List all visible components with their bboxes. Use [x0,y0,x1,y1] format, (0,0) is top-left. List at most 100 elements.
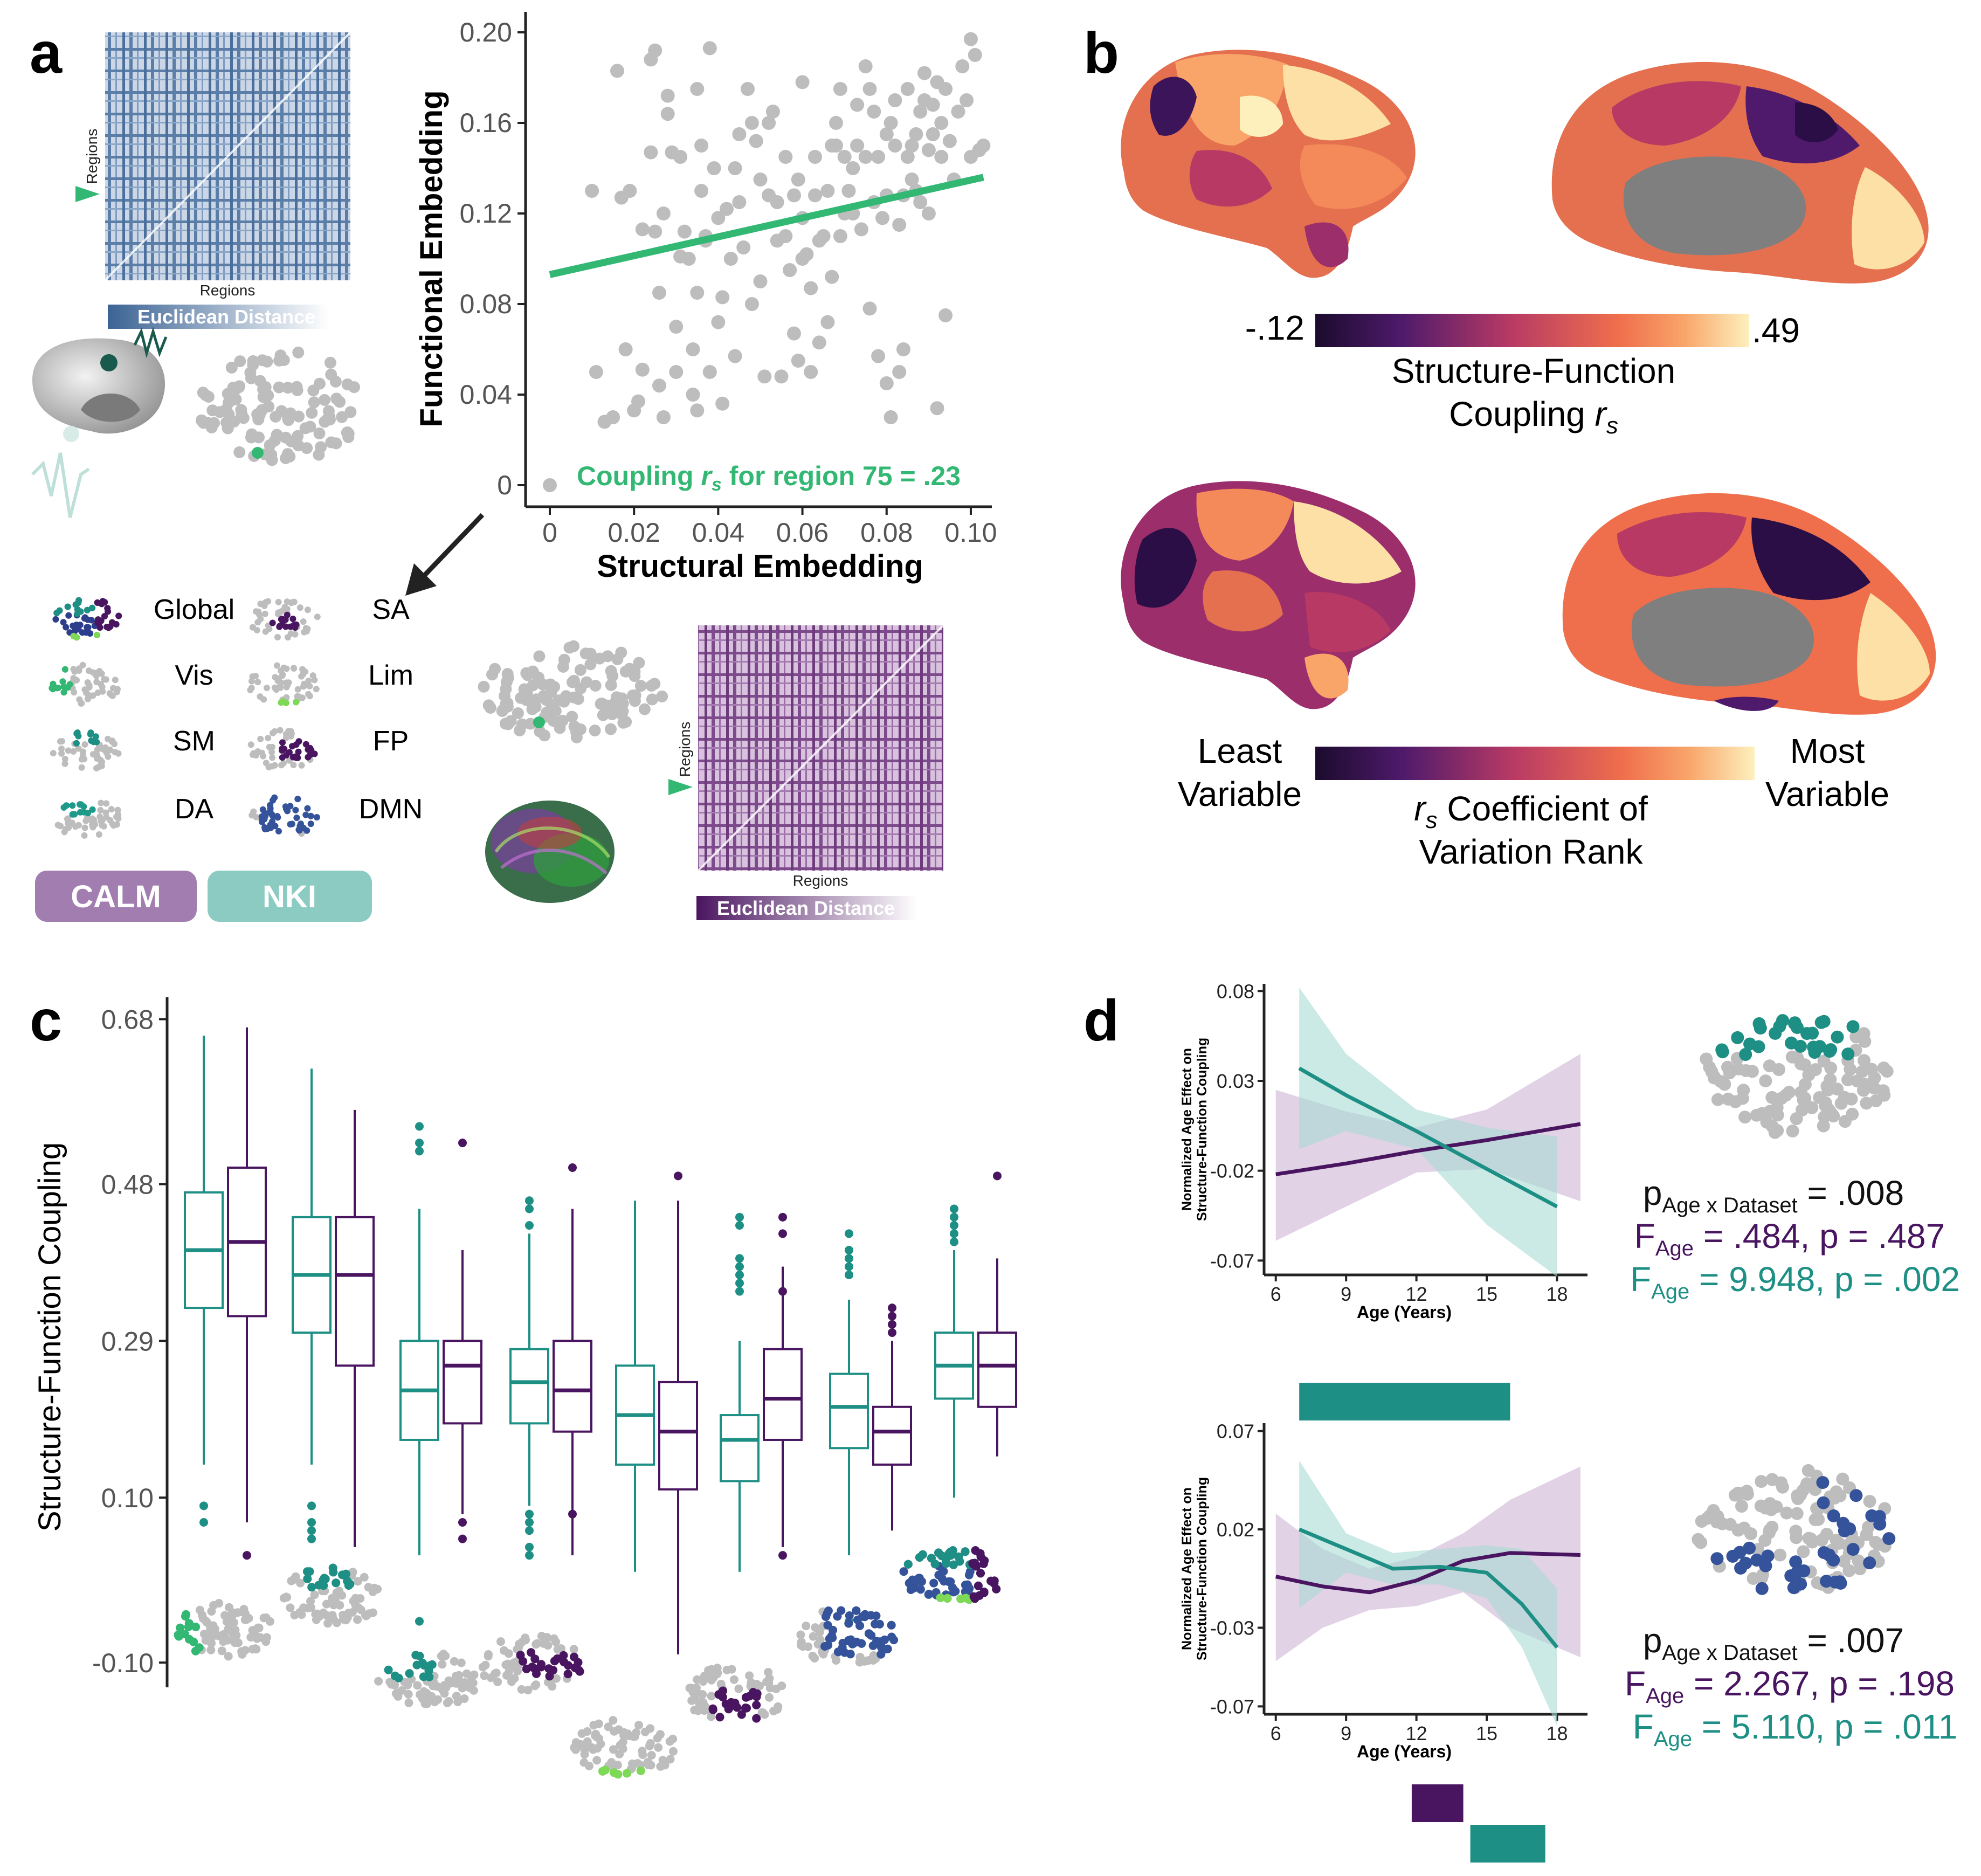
scatter-point [862,82,877,96]
box-brain-network-dot [822,1612,830,1621]
mini-brain-dot [252,673,259,680]
mini-brain-dot [296,693,302,700]
box-outlier [950,1237,958,1246]
scatter-point [644,145,658,160]
scatter-point [921,143,936,157]
box-brain-dot [707,1670,716,1679]
panel-letter-a: a [30,20,63,85]
scatter-point [686,342,700,356]
box-brain-dot [542,1633,551,1642]
box-brain-network-dot [992,1584,1001,1594]
scatter-ytick-label: 0.08 [460,289,512,319]
cluster-dot [292,430,304,442]
box-brain-network-dot [961,1547,970,1556]
d-brain-dot [1694,1536,1708,1549]
scatter-point [964,32,978,46]
box-brain-network-dot [968,1559,977,1568]
box-outlier [845,1246,853,1255]
box-brain-network-dot [852,1606,861,1615]
scatter-point [917,66,931,80]
network-dot [305,754,312,761]
colorbar-coupling-label-2: Coupling rs [1449,395,1618,439]
age-top-ylabel: Normalized Age Effect onStructure-Functi… [1179,1038,1210,1221]
box-brain-dot [240,1646,250,1655]
box-brain-dot [238,1608,247,1617]
d-brain-dot [1841,1073,1854,1087]
network-dot [54,685,61,691]
scatter-point [837,150,852,164]
cluster-dot [486,668,498,681]
scatter-xtick-label: 0.02 [608,518,660,548]
d-brain-dot [1780,1506,1793,1520]
box-outlier [415,1139,424,1148]
network-dot [89,806,96,813]
box-brain-dot [504,1649,513,1658]
scatter-point [879,127,894,141]
cluster-dot [315,441,327,453]
scatter-point [690,82,705,96]
box-brain-network-dot [825,1634,834,1643]
box-outlier [950,1212,958,1222]
box-brain-dot [353,1615,362,1624]
d-brain-dot [1805,1535,1819,1549]
mini-brain-dot [81,832,88,839]
box-brain-network-dot [965,1567,975,1576]
scatter-point [976,139,991,153]
scatter-point [934,150,949,164]
network-dot [271,794,278,801]
box-rect [763,1348,803,1441]
scatter-point [753,173,768,187]
box-brain-dot [798,1642,807,1651]
cluster-dot [253,409,266,421]
scatter-point [753,274,768,288]
mini-brain-dot [79,752,86,759]
box-outlier [778,1551,787,1560]
box-outlier [199,1501,208,1511]
box-brain-dot [480,1671,489,1680]
mini-brain-dot [265,735,272,742]
scatter-point [656,206,671,220]
box-brain-dot [198,1614,208,1623]
scatter-point [825,270,839,284]
box-brain-dot [521,1633,530,1643]
d-brain-dot [1791,1489,1804,1502]
box-brain-dot [231,1633,240,1642]
box-outlier [307,1534,316,1543]
scatter-point [732,195,747,209]
mini-brain-dot [253,752,259,759]
box-brain-network-dot [181,1612,190,1621]
significance-bar-calm [1411,1784,1464,1822]
box-brain-dot [591,1731,599,1740]
mini-brain-dot [110,685,116,692]
box-brain-network-dot [412,1660,422,1670]
colorbar-coupling: -.12 .49 Structure-Function Coupling rs [1245,308,1800,439]
box-brain-dot [328,1611,337,1620]
scatter-point [765,105,780,119]
scatter-point [829,139,843,153]
box-outlier [415,1147,424,1156]
box-outlier [778,1212,787,1222]
box-brain-network-dot [303,1567,312,1576]
d-brain-dot [1797,1093,1810,1107]
network-dot [282,623,289,630]
box-brain-dot [765,1693,774,1702]
box-brain-network-dot [741,1693,750,1702]
scatter-point [635,222,650,237]
mini-brain-dot [68,819,75,826]
mini-brain-dot [313,686,320,693]
scatter-ylabel: Functional Embedding [414,90,449,427]
box-brain-dot [646,1761,655,1770]
network-dot [83,629,90,636]
scatter-point [711,315,726,329]
box-outlier [735,1221,744,1230]
scatter-point [875,211,889,225]
cluster-dot [589,725,601,737]
stat-top-calm: FAge = .484, p = .487 [1634,1217,1945,1260]
box-ytick-label: 0.68 [101,1005,154,1035]
box-rect [658,1381,698,1491]
age-top-line-nki [1298,1066,1558,1209]
mini-brain-dot [102,744,109,751]
d-brain-dot [1700,1512,1714,1525]
network-dot [66,681,73,688]
box-brain-network-dot [752,1692,761,1701]
